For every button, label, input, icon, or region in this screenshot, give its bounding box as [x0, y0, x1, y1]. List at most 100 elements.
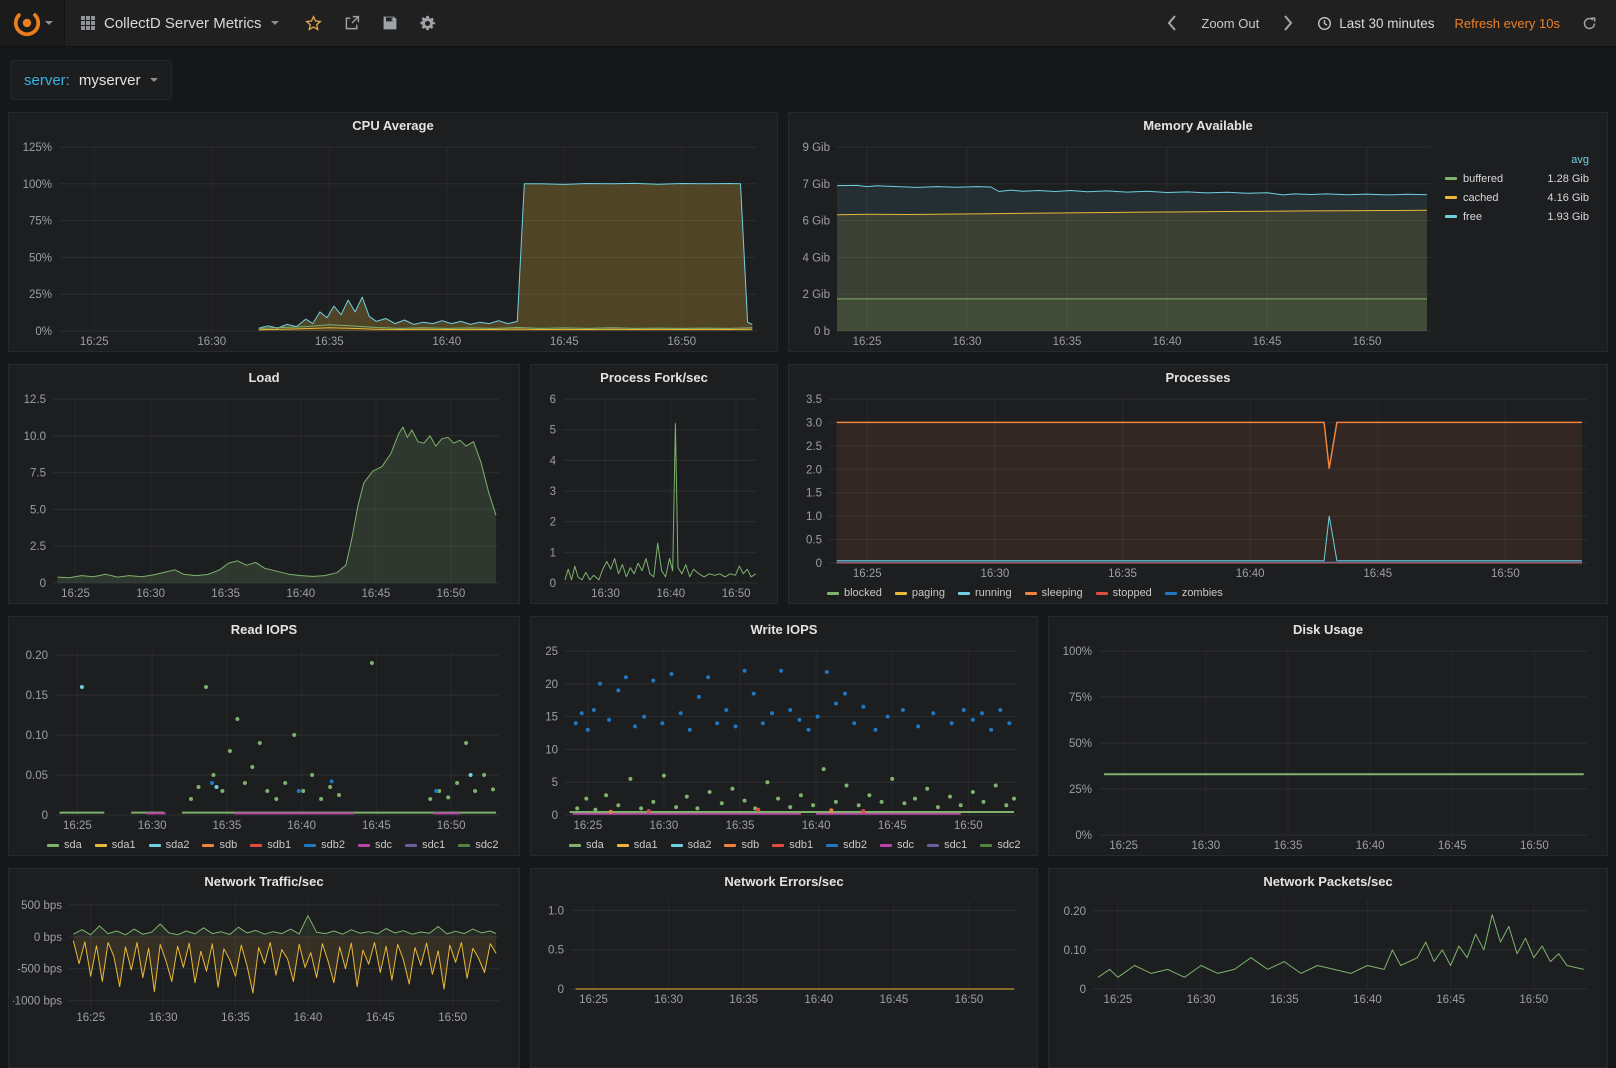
svg-text:10.0: 10.0 — [24, 431, 46, 443]
legend-item-sdb1[interactable]: sdb1 — [250, 839, 291, 851]
server-variable-dropdown[interactable]: server: myserver — [10, 60, 172, 100]
svg-text:16:45: 16:45 — [362, 820, 391, 832]
svg-text:0: 0 — [42, 810, 48, 822]
panel-title-disk_usage[interactable]: Disk Usage — [1292, 622, 1364, 637]
grafana-main-menu[interactable] — [0, 0, 65, 46]
svg-text:16:30: 16:30 — [197, 336, 226, 348]
panel-title-write_iops[interactable]: Write IOPS — [750, 622, 818, 637]
chart-network_errors[interactable]: 16:25 16:30 16:35 16:40 16:45 16:50 1.0 0.5 0 — [535, 895, 1031, 1007]
svg-text:2.5: 2.5 — [806, 441, 822, 453]
svg-text:5: 5 — [550, 425, 556, 437]
legend-item-sdc2[interactable]: sdc2 — [980, 839, 1021, 851]
share-dashboard-button[interactable] — [333, 0, 371, 46]
legend-item-buffered[interactable]: buffered 1.28 Gib — [1445, 169, 1595, 188]
chart-processes[interactable]: 16:25 16:30 16:35 16:40 16:45 16:50 0 0.5 1.0 1.5… — [793, 391, 1601, 581]
legend-item-sdc[interactable]: sdc — [879, 839, 914, 851]
legend-item-free[interactable]: free 1.93 Gib — [1445, 207, 1595, 226]
svg-text:16:30: 16:30 — [138, 820, 167, 832]
chart-write_iops[interactable]: 16:25 16:30 16:35 16:40 16:45 16:50 0 5 10 15 20 25 — [535, 643, 1031, 833]
panel-title-network_traffic[interactable]: Network Traffic/sec — [204, 874, 324, 889]
legend-item-running[interactable]: running — [957, 587, 1012, 599]
template-variables-bar: server: myserver — [0, 47, 1616, 110]
svg-text:0 b: 0 b — [814, 326, 830, 338]
svg-text:5: 5 — [552, 777, 558, 789]
time-shift-forward-button[interactable] — [1269, 15, 1307, 31]
legend-item-sda[interactable]: sda — [47, 839, 82, 851]
legend-color-dash — [1164, 591, 1177, 595]
dashboard-settings-button[interactable] — [409, 0, 447, 46]
legend-item-sdb[interactable]: sdb — [202, 839, 237, 851]
time-shift-back-button[interactable] — [1153, 15, 1191, 31]
legend-series-name: cached — [1463, 191, 1499, 204]
time-range-picker[interactable]: Last 30 minutes — [1307, 16, 1444, 31]
legend-item-sda[interactable]: sda — [569, 839, 604, 851]
legend-series-value: 1.28 Gib — [1547, 172, 1589, 185]
legend-series-name: sda — [586, 839, 604, 851]
svg-text:16:45: 16:45 — [1438, 840, 1467, 852]
panel-read_iops: Read IOPS 16:25 16:30 16:35 16:40 16:45 16:50 0… — [8, 616, 520, 856]
panel-title-network_errors[interactable]: Network Errors/sec — [724, 874, 844, 889]
svg-text:0.5: 0.5 — [806, 535, 822, 547]
star-dashboard-button[interactable] — [295, 0, 333, 46]
svg-text:0.05: 0.05 — [26, 770, 48, 782]
svg-text:16:50: 16:50 — [437, 820, 466, 832]
legend-item-stopped[interactable]: stopped — [1095, 587, 1152, 599]
legend-item-sdb1[interactable]: sdb1 — [772, 839, 813, 851]
legend-item-sdc[interactable]: sdc — [357, 839, 392, 851]
dashboard-picker[interactable]: CollectD Server Metrics — [65, 0, 295, 46]
panel-body-process_fork: 16:30 16:40 16:50 0 1 2 3 4 5 6 — [531, 391, 777, 601]
chart-process_fork[interactable]: 16:30 16:40 16:50 0 1 2 3 4 5 6 — [535, 391, 771, 601]
save-dashboard-button[interactable] — [371, 0, 409, 46]
chart-cpu_average[interactable]: 16:25 16:30 16:35 16:40 16:45 16:50 0% 25% 50% 75… — [13, 139, 771, 349]
legend-color-dash — [148, 843, 161, 847]
legend-item-sdb[interactable]: sdb — [724, 839, 759, 851]
svg-text:16:45: 16:45 — [366, 1012, 395, 1024]
svg-text:6 Gib: 6 Gib — [803, 216, 831, 228]
panel-title-load[interactable]: Load — [248, 370, 280, 385]
svg-text:16:30: 16:30 — [591, 588, 620, 600]
panel-title-process_fork[interactable]: Process Fork/sec — [600, 370, 708, 385]
legend-item-sleeping[interactable]: sleeping — [1024, 587, 1083, 599]
svg-text:1.0: 1.0 — [548, 905, 564, 917]
chart-network_packets[interactable]: 16:25 16:30 16:35 16:40 16:45 16:50 0.20 0.10 0 — [1053, 895, 1601, 1007]
legend-series-name: sdc2 — [475, 839, 499, 851]
svg-text:16:40: 16:40 — [1353, 994, 1382, 1006]
panel-title-memory_available[interactable]: Memory Available — [1143, 118, 1253, 133]
panel-title-read_iops[interactable]: Read IOPS — [230, 622, 298, 637]
panel-title-network_packets[interactable]: Network Packets/sec — [1263, 874, 1393, 889]
legend-item-sdc1[interactable]: sdc1 — [405, 839, 445, 851]
legend-item-cached[interactable]: cached 4.16 Gib — [1445, 188, 1595, 207]
svg-text:16:50: 16:50 — [1519, 994, 1548, 1006]
legend-color-dash — [927, 843, 940, 847]
chart-network_traffic[interactable]: 16:25 16:30 16:35 16:40 16:45 16:50 500 bps 0 b… — [13, 895, 513, 1025]
server-variable-value[interactable]: myserver — [78, 71, 141, 89]
dashboard-grid: CPU Average 16:25 16:30 16:35 16:40 16:45 16:5… — [0, 112, 1616, 1068]
refresh-button[interactable] — [1570, 16, 1608, 31]
legend-color-dash — [1445, 196, 1457, 199]
chart-load[interactable]: 16:25 16:30 16:35 16:40 16:45 16:50 0 2.5 5.0 7.5… — [13, 391, 513, 601]
chart-read_iops[interactable]: 16:25 16:30 16:35 16:40 16:45 16:50 0 0.05 0.10 0… — [13, 643, 513, 833]
svg-text:16:50: 16:50 — [955, 994, 984, 1006]
legend-item-sdc1[interactable]: sdc1 — [927, 839, 967, 851]
chevron-right-icon — [1284, 15, 1293, 31]
dashboard-caret-icon — [270, 21, 279, 25]
legend-item-paging[interactable]: paging — [894, 587, 945, 599]
chart-memory_available[interactable]: 16:25 16:30 16:35 16:40 16:45 16:50 0 b 2 Gib 4 … — [793, 139, 1445, 349]
panel-title-cpu_average[interactable]: CPU Average — [352, 118, 434, 133]
legend-item-sdb2[interactable]: sdb2 — [826, 839, 867, 851]
legend-item-sdc2[interactable]: sdc2 — [458, 839, 499, 851]
legend-item-sda2[interactable]: sda2 — [148, 839, 189, 851]
svg-text:16:30: 16:30 — [1191, 840, 1220, 852]
svg-text:5.0: 5.0 — [30, 504, 46, 516]
zoom-out-button[interactable]: Zoom Out — [1191, 16, 1269, 31]
legend-item-sdb2[interactable]: sdb2 — [304, 839, 345, 851]
legend-item-blocked[interactable]: blocked — [827, 587, 882, 599]
legend-item-sda2[interactable]: sda2 — [670, 839, 711, 851]
panel-title-processes[interactable]: Processes — [1165, 370, 1231, 385]
svg-text:16:25: 16:25 — [76, 1012, 105, 1024]
chart-disk_usage[interactable]: 16:25 16:30 16:35 16:40 16:45 16:50 0% 25% 50% 75… — [1053, 643, 1601, 853]
refresh-interval-picker[interactable]: Refresh every 10s — [1445, 16, 1571, 31]
legend-item-zombies[interactable]: zombies — [1164, 587, 1223, 599]
legend-item-sda1[interactable]: sda1 — [616, 839, 658, 851]
legend-item-sda1[interactable]: sda1 — [94, 839, 136, 851]
